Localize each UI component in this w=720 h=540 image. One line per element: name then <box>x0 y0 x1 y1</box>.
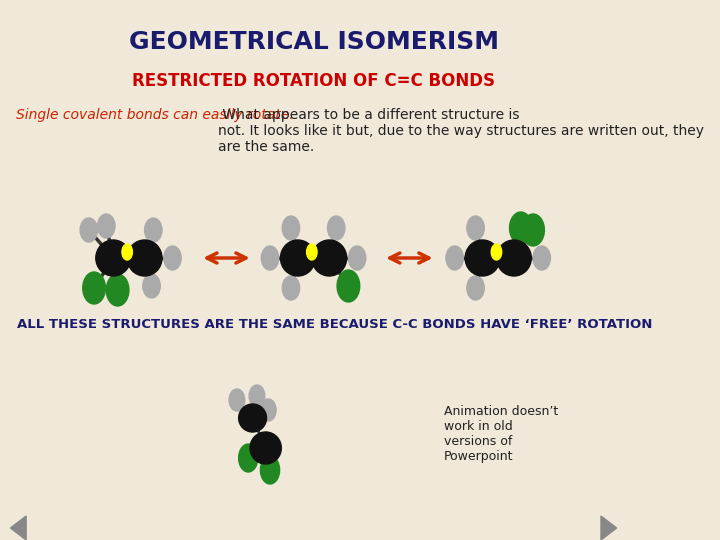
Ellipse shape <box>107 274 129 306</box>
Ellipse shape <box>282 276 300 300</box>
Text: Single covalent bonds can easily rotate.: Single covalent bonds can easily rotate. <box>16 108 293 122</box>
Ellipse shape <box>307 244 317 260</box>
Ellipse shape <box>96 240 130 276</box>
Ellipse shape <box>83 272 105 304</box>
Ellipse shape <box>122 244 132 260</box>
Ellipse shape <box>145 218 162 242</box>
Ellipse shape <box>446 246 464 270</box>
Ellipse shape <box>312 240 346 276</box>
Ellipse shape <box>238 444 258 472</box>
Ellipse shape <box>533 246 551 270</box>
Ellipse shape <box>97 214 115 238</box>
Text: Animation doesn’t
work in old
versions of
Powerpoint: Animation doesn’t work in old versions o… <box>444 405 559 463</box>
Ellipse shape <box>467 216 485 240</box>
Ellipse shape <box>348 246 366 270</box>
Ellipse shape <box>497 240 531 276</box>
Ellipse shape <box>249 385 265 407</box>
Text: RESTRICTED ROTATION OF C=C BONDS: RESTRICTED ROTATION OF C=C BONDS <box>132 72 495 90</box>
Ellipse shape <box>522 214 544 246</box>
Ellipse shape <box>261 399 276 421</box>
Text: What appears to be a different structure is
not. It looks like it but, due to th: What appears to be a different structure… <box>217 108 703 154</box>
Ellipse shape <box>238 404 266 432</box>
Ellipse shape <box>229 389 245 411</box>
Ellipse shape <box>143 274 161 298</box>
Polygon shape <box>601 516 616 540</box>
Ellipse shape <box>127 240 162 276</box>
Ellipse shape <box>510 212 532 244</box>
Ellipse shape <box>163 246 181 270</box>
Ellipse shape <box>261 246 279 270</box>
Ellipse shape <box>491 244 502 260</box>
Ellipse shape <box>467 276 485 300</box>
Ellipse shape <box>465 240 500 276</box>
Ellipse shape <box>328 216 345 240</box>
Polygon shape <box>11 516 26 540</box>
Text: GEOMETRICAL ISOMERISM: GEOMETRICAL ISOMERISM <box>129 30 498 54</box>
Text: ALL THESE STRUCTURES ARE THE SAME BECAUSE C-C BONDS HAVE ‘FREE’ ROTATION: ALL THESE STRUCTURES ARE THE SAME BECAUS… <box>17 318 653 331</box>
Ellipse shape <box>261 456 279 484</box>
Ellipse shape <box>80 218 97 242</box>
Ellipse shape <box>281 240 315 276</box>
Ellipse shape <box>337 270 360 302</box>
Ellipse shape <box>250 432 282 464</box>
Ellipse shape <box>282 216 300 240</box>
